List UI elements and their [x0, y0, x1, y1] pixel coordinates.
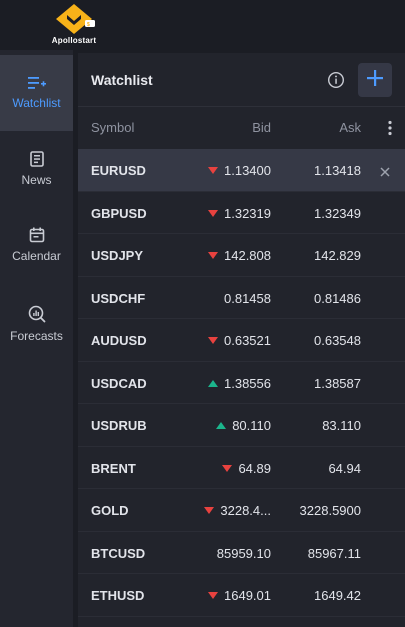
row-ask: 1.13418	[314, 163, 361, 178]
row-ask: 1649.42	[314, 588, 361, 603]
row-symbol: EURUSD	[91, 163, 146, 178]
page-title: Watchlist	[91, 72, 153, 88]
row-symbol: GBPUSD	[91, 205, 147, 221]
row-bid: 64.89	[238, 460, 271, 476]
row-bid: 1.13400	[224, 163, 271, 178]
trend-down-icon	[204, 507, 214, 514]
news-icon	[29, 151, 45, 167]
table-row[interactable]: BTCUSD 85959.10 85967.11	[78, 532, 405, 574]
sidebar-item-label: News	[21, 173, 52, 187]
sidebar-item-calendar[interactable]: Calendar	[0, 207, 73, 283]
table-row[interactable]: USDJPY 142.808 142.829	[78, 234, 405, 277]
table-row[interactable]: GOLD 3228.4... 3228.5900	[78, 489, 405, 532]
table-row[interactable]: USDCHF 0.81458 0.81486	[78, 277, 405, 319]
calendar-icon	[29, 227, 45, 243]
sidebar: Watchlist News Calendar	[0, 50, 73, 627]
sidebar-item-news[interactable]: News	[0, 131, 73, 207]
info-icon[interactable]	[327, 71, 345, 89]
watchlist-table: EURUSD 1.13400 1.13418 GBPUSD 1.32319 1.32349…	[78, 149, 405, 617]
row-ask: 3228.5900	[299, 503, 361, 518]
sidebar-item-watchlist[interactable]: Watchlist	[0, 55, 73, 131]
trend-down-icon	[208, 337, 218, 344]
table-row[interactable]: USDRUB 80.110 83.110	[78, 404, 405, 447]
sidebar-item-label: Watchlist	[12, 96, 61, 110]
row-ask: 1.32349	[314, 205, 361, 221]
table-row[interactable]: AUDUSD 0.63521 0.63548	[78, 319, 405, 362]
row-ask: 142.829	[314, 248, 361, 263]
table-row[interactable]: EURUSD 1.13400 1.13418	[78, 149, 405, 192]
table-row[interactable]: ETHUSD 1649.01 1649.42	[78, 574, 405, 617]
row-bid: 80.110	[232, 418, 271, 433]
more-vertical-icon[interactable]	[387, 120, 393, 136]
sidebar-item-label: Calendar	[12, 249, 61, 263]
trend-up-icon	[216, 422, 226, 429]
plus-icon	[366, 69, 384, 92]
trend-down-icon	[208, 167, 218, 174]
apollostart-logo-icon: $	[52, 3, 96, 35]
row-symbol: GOLD	[91, 503, 129, 518]
table-row[interactable]: USDCAD 1.38556 1.38587	[78, 362, 405, 404]
row-bid: 85959.10	[216, 545, 271, 561]
top-bar: $ Apollostart	[0, 0, 405, 50]
row-symbol: USDJPY	[91, 248, 144, 263]
column-bid[interactable]: Bid	[252, 120, 271, 135]
row-symbol: USDRUB	[91, 418, 147, 433]
row-bid: 142.808	[224, 248, 271, 263]
watchlist-panel: Watchlist Symbol Bid Ask	[78, 53, 405, 627]
row-bid: 3228.4...	[220, 503, 271, 518]
table-row[interactable]: BRENT 64.89 64.94	[78, 447, 405, 489]
trend-up-icon	[208, 379, 218, 387]
trend-down-icon	[222, 464, 232, 472]
row-ask: 0.63548	[314, 333, 361, 348]
forecasts-icon	[28, 305, 46, 323]
row-bid: 0.81458	[224, 290, 271, 306]
row-symbol: USDCAD	[91, 375, 147, 391]
sidebar-item-label: Forecasts	[10, 329, 63, 343]
row-symbol: BTCUSD	[91, 545, 146, 561]
sidebar-item-forecasts[interactable]: Forecasts	[0, 286, 73, 362]
row-ask: 1.38587	[314, 375, 361, 391]
row-ask: 0.81486	[314, 290, 361, 306]
watchlist-icon	[27, 76, 46, 90]
row-bid: 1.32319	[224, 205, 271, 221]
row-symbol: ETHUSD	[91, 588, 145, 603]
row-ask: 83.110	[322, 418, 361, 433]
row-symbol: USDCHF	[91, 290, 146, 306]
trend-down-icon	[208, 209, 218, 217]
panel-header: Watchlist	[78, 53, 405, 107]
svg-text:$: $	[87, 22, 90, 28]
column-ask[interactable]: Ask	[339, 120, 361, 135]
trend-down-icon	[208, 592, 218, 599]
row-ask: 64.94	[328, 460, 361, 476]
add-symbol-button[interactable]	[358, 63, 392, 97]
row-ask: 85967.11	[307, 545, 361, 561]
row-bid: 1.38556	[224, 375, 271, 391]
brand-name: Apollostart	[51, 36, 97, 45]
row-bid: 1649.01	[224, 588, 271, 603]
brand-logo[interactable]: $ Apollostart	[48, 3, 100, 47]
column-header: Symbol Bid Ask	[78, 107, 405, 148]
row-bid: 0.63521	[224, 333, 271, 348]
row-symbol: BRENT	[91, 460, 136, 476]
table-row[interactable]: GBPUSD 1.32319 1.32349	[78, 192, 405, 234]
column-symbol[interactable]: Symbol	[91, 120, 135, 135]
trend-down-icon	[208, 252, 218, 259]
row-symbol: AUDUSD	[91, 333, 147, 348]
close-icon[interactable]	[380, 165, 390, 177]
